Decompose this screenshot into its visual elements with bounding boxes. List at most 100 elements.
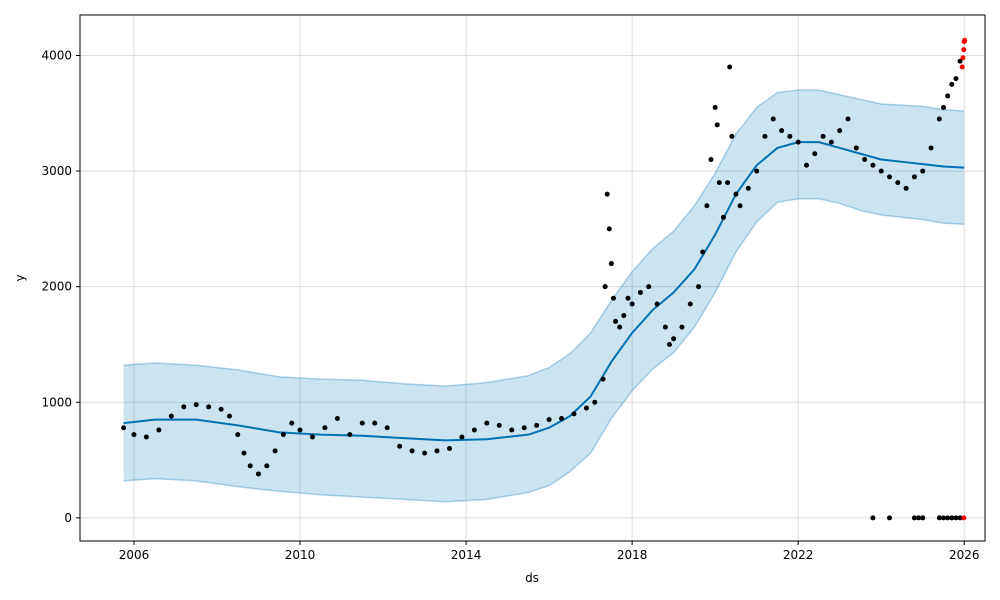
observed-point [812, 151, 818, 157]
observed-point [297, 427, 303, 433]
uncertainty-band-group [123, 89, 965, 503]
forecast-line-group [123, 141, 965, 442]
observed-point [712, 104, 718, 110]
observed-point [870, 515, 876, 521]
observed-point [704, 203, 710, 209]
observed-point [559, 415, 565, 421]
observed-point [272, 448, 278, 454]
observed-point [720, 214, 726, 220]
observed-point [347, 432, 353, 438]
observed-point [617, 324, 623, 330]
observed-point [708, 157, 714, 163]
observed-point [920, 515, 926, 521]
observed-point [446, 446, 452, 452]
observed-point [714, 122, 720, 128]
observed-point [940, 104, 946, 110]
observed-point [235, 432, 241, 438]
observed-point [359, 420, 365, 426]
observed-point [629, 301, 635, 307]
y-tick-label: 3000 [41, 164, 72, 178]
recent-observed-point [961, 47, 967, 53]
observed-point [754, 168, 760, 174]
observed-point [945, 93, 951, 99]
upper-bound-line [123, 89, 965, 387]
x-tick-label: 2022 [783, 548, 814, 562]
observed-point [193, 402, 199, 408]
observed-point [696, 284, 702, 290]
observed-point [911, 515, 917, 521]
observed-point [496, 422, 502, 428]
observed-point [334, 415, 340, 421]
observed-point [181, 404, 187, 410]
observed-point [168, 413, 174, 419]
observed-point [625, 295, 631, 301]
observed-point [803, 162, 809, 168]
observed-point [280, 432, 286, 438]
observed-point [953, 515, 959, 521]
observed-point [745, 185, 751, 191]
observed-point [920, 168, 926, 174]
observed-point [534, 422, 540, 428]
observed-point [870, 162, 876, 168]
observed-point [949, 81, 955, 87]
observed-point [264, 463, 270, 469]
observed-point [957, 58, 963, 64]
observed-point [289, 420, 295, 426]
observed-point [862, 157, 868, 163]
observed-point [143, 434, 149, 440]
observed-point [521, 425, 527, 431]
observed-point [679, 324, 685, 330]
observed-point [610, 295, 616, 301]
observed-point [928, 145, 934, 151]
observed-point [770, 116, 776, 122]
observed-point [837, 128, 843, 134]
x-tick-label: 2010 [285, 548, 316, 562]
y-axis-label: y [13, 274, 27, 281]
observed-point [226, 413, 232, 419]
observed-point [322, 425, 328, 431]
observed-point [916, 515, 922, 521]
observed-point [936, 116, 942, 122]
observed-point [121, 425, 127, 431]
recent-observed-point [962, 37, 968, 43]
observed-point [845, 116, 851, 122]
uncertainty-band [123, 90, 965, 502]
observed-point [687, 301, 693, 307]
x-tick-label: 2026 [949, 548, 980, 562]
observed-point [397, 443, 403, 449]
observed-point [666, 341, 672, 347]
observed-point [459, 434, 465, 440]
observed-point [725, 180, 731, 186]
observed-point [608, 261, 614, 267]
observed-point [592, 399, 598, 405]
observed-point [911, 174, 917, 180]
observed-point [471, 427, 477, 433]
observed-point [733, 191, 739, 197]
observed-point [613, 318, 619, 324]
observed-point [372, 420, 378, 426]
observed-point [779, 128, 785, 134]
observed-point [434, 448, 440, 454]
observed-point [604, 191, 610, 197]
y-tick-label: 4000 [41, 48, 72, 62]
recent-observed-point [961, 515, 967, 521]
observed-point [762, 133, 768, 139]
lower-bound-line [123, 198, 965, 503]
y-tick-label: 2000 [41, 280, 72, 294]
observed-point [409, 448, 415, 454]
observed-point [646, 284, 652, 290]
observed-point [621, 313, 627, 319]
observed-point [309, 434, 315, 440]
recent-observed-point [960, 55, 966, 61]
observed-point [637, 289, 643, 295]
observed-point [131, 432, 137, 438]
observed-point [256, 471, 262, 477]
observed-point [218, 406, 224, 412]
observed-point [583, 405, 589, 411]
observed-point [727, 64, 733, 70]
y-axis-ticks: 0 1000 2000 3000 4000 [41, 48, 80, 525]
x-axis-ticks: 2006 2010 2014 2018 2022 2026 [119, 541, 980, 562]
recent-observed-point [959, 64, 965, 70]
observed-point [671, 336, 677, 342]
